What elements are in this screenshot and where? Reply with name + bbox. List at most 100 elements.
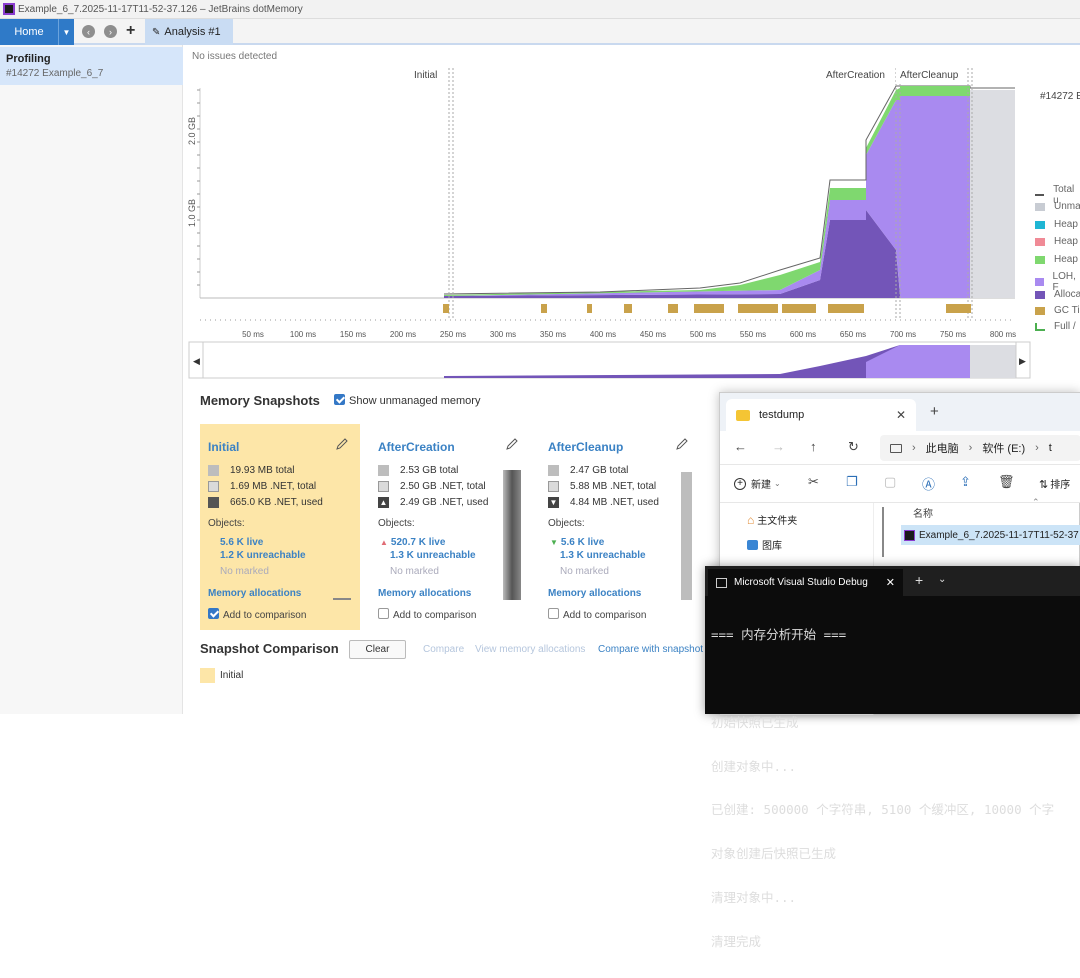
memory-allocations-link[interactable]: Memory allocations: [208, 588, 302, 599]
home-button[interactable]: Home: [0, 19, 58, 45]
marker-label-aftercreation[interactable]: AfterCreation: [826, 70, 885, 81]
snapshot-name[interactable]: Initial: [208, 440, 240, 454]
area-heap-gen2: [444, 88, 970, 296]
live-objects-link[interactable]: ▲ 520.7 K live: [378, 534, 522, 550]
gallery-icon: [747, 539, 758, 550]
legend-loh[interactable]: LOH, F: [1035, 271, 1080, 293]
new-button[interactable]: + 新建 ⌄: [734, 476, 781, 491]
memory-allocations-link[interactable]: Memory allocations: [378, 588, 472, 599]
sort-button[interactable]: ⇅ 排序: [1039, 476, 1070, 491]
marker-label-aftercleanup[interactable]: AfterCleanup: [900, 70, 959, 81]
net-total-swatch: [208, 480, 219, 492]
marker-label-bg: [896, 67, 964, 82]
add-to-comparison-label: Add to comparison: [223, 610, 307, 621]
up-arrow-icon[interactable]: ↑: [810, 439, 817, 454]
console-tab[interactable]: Microsoft Visual Studio Debug ✕: [708, 569, 903, 596]
clear-button[interactable]: Clear: [349, 640, 406, 659]
legend-heap-gen0[interactable]: Heap: [1035, 219, 1078, 230]
legend-allocated[interactable]: Alloca: [1035, 289, 1080, 300]
no-marked-text: No marked: [560, 566, 609, 577]
sidebar-item-profiling[interactable]: Profiling #14272 Example_6_7: [0, 47, 183, 85]
home-dropdown-icon[interactable]: ▼: [58, 19, 74, 45]
snapshot-name[interactable]: AfterCreation: [378, 440, 455, 454]
nav-pane-scrollbar[interactable]: [882, 507, 884, 557]
add-to-comparison-label: Add to comparison: [393, 610, 477, 621]
plus-circle-icon: +: [734, 477, 746, 490]
explorer-nav-bar: ← → ↑ ↻ › 此电脑 › 软件 (E:) › t: [720, 431, 1080, 465]
legend-full-gc[interactable]: Full /: [1035, 321, 1076, 332]
copy-icon[interactable]: ❐: [846, 474, 858, 489]
live-objects-link[interactable]: ▼ 5.6 K live: [548, 534, 692, 550]
nav-item-gallery[interactable]: 图库: [747, 537, 782, 552]
live-objects-link[interactable]: 5.6 K live: [220, 536, 264, 548]
tab-analysis[interactable]: ✎ Analysis #1: [145, 19, 233, 45]
down-arrow-icon: ▼: [550, 537, 558, 547]
snapshot-name[interactable]: AfterCleanup: [548, 440, 624, 454]
forward-arrow-icon[interactable]: →: [772, 439, 785, 454]
forward-icon[interactable]: ›: [104, 25, 117, 38]
add-to-comparison-checkbox[interactable]: Add to comparison: [208, 608, 352, 621]
explorer-tab[interactable]: testdump ✕: [726, 399, 916, 431]
cut-icon[interactable]: ✂: [808, 474, 819, 489]
file-row[interactable]: Example_6_7.2025-11-17T11-52-37: [901, 525, 1080, 545]
checkbox-icon: [548, 608, 559, 619]
add-to-comparison-checkbox[interactable]: Add to comparison: [548, 608, 692, 621]
legend-unmanaged[interactable]: Unma: [1035, 201, 1080, 212]
title-bar: Example_6_7.2025-11-17T11-52-37.126 – Je…: [0, 0, 1080, 19]
checkbox-icon: [334, 394, 345, 405]
legend-gc-time[interactable]: GC Ti: [1035, 305, 1080, 316]
unreachable-link[interactable]: 1.2 K unreachable: [220, 550, 306, 561]
unreachable-link[interactable]: 1.3 K unreachable: [560, 550, 646, 561]
snapshot-card-aftercreation[interactable]: AfterCreation 2.53 GB total 2.50 GB .NET…: [370, 424, 530, 630]
view-memory-allocations-link[interactable]: View memory allocations: [475, 644, 586, 655]
console-app-icon: [716, 577, 727, 588]
share-icon[interactable]: ⇪: [960, 474, 971, 489]
new-tab-icon[interactable]: +: [915, 572, 924, 588]
tab-analysis-label: Analysis #1: [164, 26, 221, 38]
back-icon[interactable]: ‹: [82, 25, 95, 38]
new-tab-icon[interactable]: +: [930, 403, 939, 420]
add-to-comparison-checkbox[interactable]: Add to comparison: [378, 608, 522, 621]
close-icon[interactable]: ✕: [885, 577, 895, 589]
edit-pencil-icon[interactable]: [336, 438, 348, 450]
console-output: === 内存分析开始 === 初始快照已生成 创建对象中... 已创建: 500…: [711, 599, 1054, 978]
snapshot-net-used-label: 665.0 KB .NET, used: [230, 496, 323, 508]
compare-with-snapshot-link[interactable]: Compare with snapshot: [598, 644, 704, 655]
legend-heap-gen1[interactable]: Heap: [1035, 236, 1078, 247]
up-arrow-icon: ▲: [380, 537, 388, 547]
legend-heap-gen2[interactable]: Heap: [1035, 254, 1078, 265]
address-bar[interactable]: › 此电脑 › 软件 (E:) › t: [880, 435, 1080, 461]
close-icon[interactable]: ✕: [895, 408, 906, 422]
snapshot-card-initial[interactable]: Initial 19.93 MB total 1.69 MB .NET, tot…: [200, 424, 360, 630]
delete-icon[interactable]: 🗑: [998, 474, 1015, 489]
back-arrow-icon[interactable]: ←: [734, 439, 747, 454]
snapshot-net-used: ▼ 4.84 MB .NET, used: [548, 494, 692, 510]
console-window: Microsoft Visual Studio Debug ✕ + ⌄ === …: [705, 566, 1080, 948]
chevron-down-icon[interactable]: ⌄: [938, 574, 947, 585]
memory-timeline-chart[interactable]: 2.0 GB 1.0 GB Initial AfterCreation Afte…: [183, 62, 1080, 392]
breadcrumb-folder[interactable]: t: [1048, 442, 1052, 454]
edit-pencil-icon[interactable]: [506, 438, 518, 450]
show-unmanaged-checkbox[interactable]: Show unmanaged memory: [334, 394, 480, 407]
marker-label-initial[interactable]: Initial: [414, 70, 437, 81]
refresh-icon[interactable]: ↻: [848, 439, 859, 454]
compare-link[interactable]: Compare: [423, 644, 465, 655]
nav-item-home[interactable]: ⌂ 主文件夹: [747, 512, 797, 528]
snapshot-card-aftercleanup[interactable]: AfterCleanup 2.47 GB total 5.88 MB .NET,…: [540, 424, 700, 630]
legend-total-used[interactable]: Total u: [1035, 184, 1080, 206]
scroll-right-button[interactable]: [1015, 341, 1031, 379]
breadcrumb-drive[interactable]: 软件 (E:): [982, 443, 1026, 455]
paste-icon[interactable]: ▢: [884, 474, 897, 489]
overview-area-light: [866, 345, 970, 378]
column-header-name[interactable]: 名称: [913, 509, 933, 520]
edit-pencil-icon[interactable]: [676, 438, 688, 450]
memory-allocations-link[interactable]: Memory allocations: [548, 588, 642, 599]
unreachable-link[interactable]: 1.3 K unreachable: [390, 550, 476, 561]
area-unmanaged: [970, 88, 1015, 298]
add-tab-icon[interactable]: +: [126, 22, 136, 39]
breadcrumb-this-pc[interactable]: 此电脑: [925, 443, 959, 455]
memory-snapshots-title: Memory Snapshots: [200, 393, 320, 408]
legend-label: Full /: [1054, 321, 1076, 332]
rename-icon[interactable]: Ⓐ: [922, 477, 936, 492]
x-tick-label: 600 ms: [790, 330, 816, 339]
